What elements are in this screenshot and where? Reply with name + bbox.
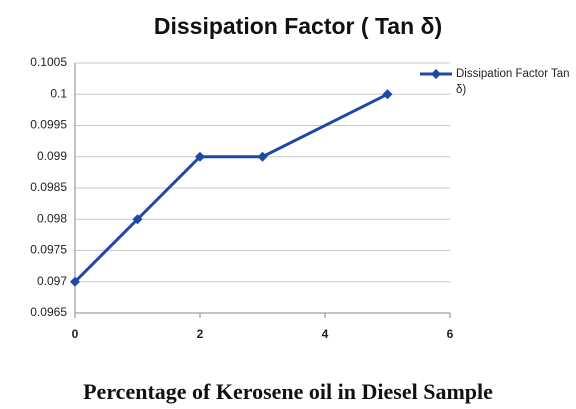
y-tick-label: 0.0995 xyxy=(30,118,67,132)
marker xyxy=(257,151,268,162)
x-tick-label: 0 xyxy=(72,327,79,341)
marker xyxy=(70,276,80,287)
y-tick-label: 0.0975 xyxy=(30,243,67,257)
y-tick-label: 0.0985 xyxy=(30,180,67,194)
marker xyxy=(382,89,393,100)
x-tick-label: 4 xyxy=(322,327,329,341)
y-tick-label: 0.1005 xyxy=(30,55,67,69)
chart-title: Dissipation Factor ( Tan δ) xyxy=(154,13,442,39)
legend-label: Dissipation Factor Tan δ) xyxy=(456,68,570,96)
x-tick-label: 2 xyxy=(197,327,204,341)
marker xyxy=(195,151,205,162)
y-tick-label: 0.0965 xyxy=(30,305,67,319)
y-tick-label: 0.099 xyxy=(37,149,67,163)
marker xyxy=(132,214,143,225)
legend-marker xyxy=(431,69,441,79)
x-axis-label: Percentage of Kerosene oil in Diesel Sam… xyxy=(83,379,493,404)
y-tick-label: 0.098 xyxy=(37,211,67,225)
x-tick-label: 6 xyxy=(447,327,454,341)
y-tick-label: 0.097 xyxy=(37,274,67,288)
y-tick-label: 0.1 xyxy=(50,86,67,100)
